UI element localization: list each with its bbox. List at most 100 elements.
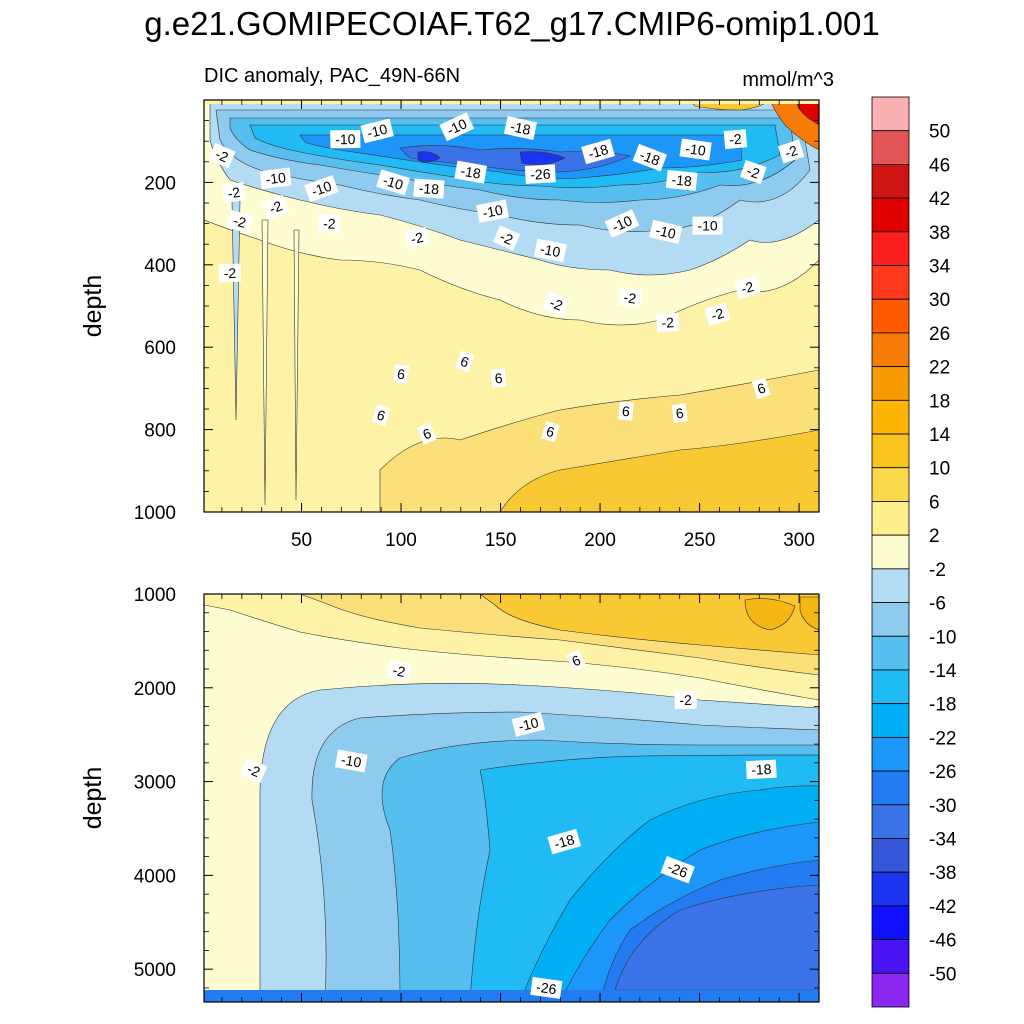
colorbar-swatch [871,736,910,772]
top-contour-label: -10 [304,174,339,203]
svg-text:-2: -2 [245,761,263,781]
colorbar-label: -30 [929,796,956,817]
svg-text:-10: -10 [265,169,287,187]
svg-text:-2: -2 [391,662,407,680]
bottom-contour-label: -18 [547,828,582,855]
colorbar-label: -50 [929,964,956,985]
top-contour-label: 6 [392,364,410,384]
colorbar-label: -26 [929,762,956,783]
colorbar-swatch [871,635,910,671]
bottom-contour-label: -10 [511,712,546,737]
bottom-y-tick-label: 2000 [134,679,176,700]
top-contour-label: -10 [533,238,567,263]
bottom-plot-fill [204,594,819,1002]
top-contour-label: -2 [218,263,242,283]
subtitle-left: DIC anomaly, PAC_49N-66N [204,65,460,87]
colorbar-label: -42 [929,897,956,918]
top-contour-label: -26 [524,164,556,184]
svg-text:-10: -10 [335,131,356,147]
colorbar-label: 26 [929,324,950,345]
svg-text:-2: -2 [661,314,675,331]
top-contour-label: 6 [490,368,507,388]
top-x-tick-label: 200 [584,530,616,551]
svg-text:-10: -10 [609,212,634,235]
top-y-tick-label: 200 [144,173,176,194]
top-y-axis: 200 400 600 800 1000 [134,120,819,524]
top-contour-label: -2 [617,287,643,309]
top-contour-label: -2 [492,225,521,251]
top-contour-label: -10 [439,112,475,142]
colorbar-swatch [871,231,910,266]
colorbar-label: 6 [929,492,940,513]
top-contour-label: -2 [704,302,731,327]
svg-text:-18: -18 [751,761,772,778]
colorbar-swatch [871,939,910,974]
top-y-label: depth [79,275,107,338]
top-y-tick-label: 600 [144,338,176,359]
svg-text:6: 6 [396,366,406,383]
top-contour-label: -18 [665,169,698,191]
colorbar-label: -6 [929,594,946,615]
bottom-y-tick-label: 3000 [134,773,176,794]
subtitle-units: mmol/m^3 [742,69,834,91]
top-contour-label: -10 [259,167,292,190]
svg-text:-2: -2 [232,212,248,231]
bottom-plot-frame [203,593,820,1003]
top-contour-label: -2 [404,226,430,250]
top-contour-label: -18 [503,116,537,140]
colorbar-swatch [871,332,910,368]
top-contour-label: -10 [376,169,411,196]
colorbar-label: -22 [929,728,956,749]
top-contour-label: -2 [226,209,253,234]
top-contour-label: -2 [777,139,805,164]
colorbar-swatch [871,501,910,536]
colorbar-label: 38 [929,223,950,244]
top-contour-label: -2 [208,143,236,169]
colorbar-swatch [871,602,910,637]
svg-text:-2: -2 [213,146,231,166]
colorbar-label: 34 [929,257,951,278]
bottom-contour-label: -26 [660,855,695,884]
svg-text:-10: -10 [517,714,541,734]
svg-text:-2: -2 [679,692,692,708]
bottom-y-tick-label: 4000 [134,866,176,887]
colorbar-swatch [871,164,910,199]
svg-text:-2: -2 [548,294,566,314]
colorbar-swatch [871,703,910,738]
bottom-contour-label: -26 [530,976,563,999]
top-contour-label: -18 [632,143,668,172]
top-contour-label: 6 [417,422,437,445]
bottom-contour-label: -2 [240,757,268,783]
colorbar-swatch [871,265,910,300]
svg-text:-18: -18 [638,147,663,169]
top-contour-label: 6 [751,377,771,400]
svg-text:-2: -2 [745,163,762,182]
top-x-axis: 50 100 150 200 250 300 [221,100,820,551]
svg-text:6: 6 [621,403,630,420]
top-y-tick-label: 1000 [134,503,176,524]
bottom-y-label: depth [79,767,107,830]
svg-text:-10: -10 [481,201,504,221]
top-x-tick-label: 250 [684,530,716,551]
svg-text:-10: -10 [654,222,678,242]
svg-text:-26: -26 [530,166,551,183]
colorbar-label: -14 [929,661,957,682]
top-contour-label: 6 [541,421,560,443]
top-contour-label: 6 [671,403,688,424]
colorbar-swatch [871,130,910,165]
colorbar-swatch [871,96,910,132]
svg-text:-18: -18 [418,180,440,197]
top-contour-label: 6 [371,404,391,426]
top-contour-labels: -10 -18-10 -10-2-18 -26-18 -18 -10-2-2-2-18-1… [208,112,805,445]
colorbar-label: -2 [929,560,946,581]
svg-text:-2: -2 [409,229,425,247]
top-y-tick-label: 400 [144,256,176,277]
svg-text:-2: -2 [783,142,800,161]
top-panel: DIC anomaly, PAC_49N-66N mmol/m^3 [79,65,834,551]
bottom-contour-label: -10 [334,749,368,773]
svg-text:-18: -18 [509,118,532,138]
svg-text:-2: -2 [739,278,755,297]
svg-text:-18: -18 [586,141,610,162]
svg-text:-10: -10 [539,241,562,261]
svg-text:-10: -10 [684,140,706,159]
